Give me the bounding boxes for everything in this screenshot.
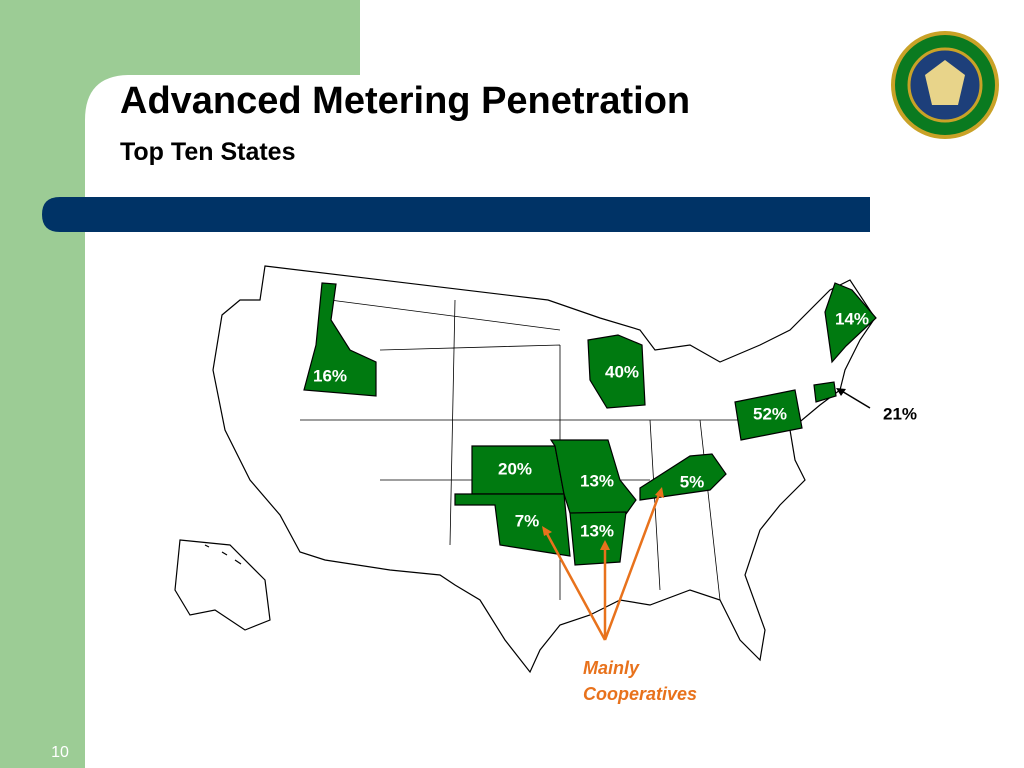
seal — [891, 31, 999, 139]
state-label: 5% — [680, 472, 705, 491]
title: Advanced Metering Penetration — [120, 80, 690, 122]
side-band — [0, 0, 360, 768]
subtitle: Top Ten States — [120, 138, 295, 166]
wisconsin — [587, 334, 646, 409]
annotation: Cooperatives — [583, 684, 697, 704]
oklahoma — [454, 493, 571, 557]
header-bar — [42, 197, 870, 232]
page-number: 10 — [51, 744, 69, 761]
state-label: 14% — [835, 309, 869, 328]
state-label: 21% — [883, 404, 917, 423]
state-label: 13% — [580, 521, 614, 540]
state-label: 16% — [313, 366, 347, 385]
annotation: Mainly — [583, 658, 640, 678]
arrows — [542, 388, 871, 641]
state-label: 7% — [515, 511, 540, 530]
maine — [824, 282, 877, 364]
pennsylvania — [734, 389, 803, 441]
us-map — [174, 265, 877, 674]
arkansas — [569, 511, 627, 566]
connecticut — [813, 381, 837, 403]
state-label: 20% — [498, 459, 532, 478]
state-label: 40% — [605, 362, 639, 381]
state-label: 13% — [580, 471, 614, 490]
idaho — [303, 282, 377, 397]
state-label: 52% — [753, 404, 787, 423]
